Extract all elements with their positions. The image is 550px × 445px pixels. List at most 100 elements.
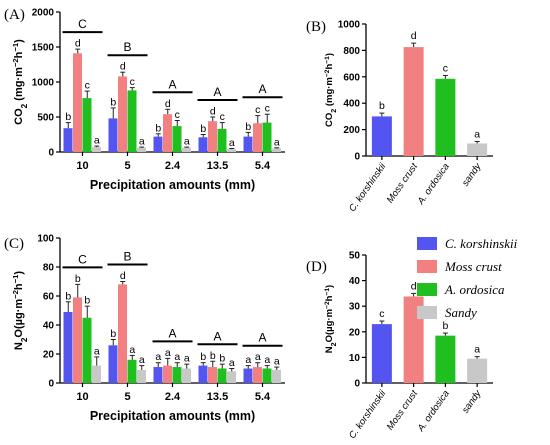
bar-moss-crust-10 (73, 53, 82, 152)
bar-a-ordosica-13-5 (217, 368, 227, 383)
significance-letter: a (165, 347, 171, 359)
significance-letter: c (175, 109, 180, 121)
x-tick-label: C. korshinskii (347, 161, 389, 214)
x-tick-label: 13.5 (207, 391, 228, 403)
significance-letter: a (129, 344, 135, 356)
x-tick-label: 13.5 (207, 160, 228, 172)
y-tick-label: 20 (43, 350, 55, 361)
y-tick-label: 100 (37, 234, 54, 245)
significance-letter: c (130, 76, 135, 88)
bar-moss-crust-13-5 (208, 121, 217, 152)
y-tick-label: 40 (43, 321, 55, 332)
significance-letter: c (379, 308, 384, 320)
legend-label: C. korshinskii (445, 236, 518, 251)
y-tick-label: 1000 (338, 20, 361, 31)
bar-moss-crust-2-4 (163, 114, 172, 152)
group-letter: A (168, 77, 176, 91)
bar-sandy (467, 358, 488, 383)
x-tick-label: 2.4 (165, 160, 181, 172)
y-tick-label: 20 (349, 327, 361, 338)
significance-letter: b (442, 320, 448, 332)
legend-label: Sandy (445, 305, 477, 320)
group-letter: B (123, 250, 131, 264)
bar-sandy-10 (92, 147, 101, 152)
significance-letter: d (120, 270, 126, 282)
significance-letter: a (229, 357, 235, 369)
bar-c-korshinskii (371, 324, 392, 383)
bar-a-ordosica-5 (127, 90, 137, 152)
panel-label: (C) (4, 236, 24, 252)
group-letter: A (258, 82, 266, 96)
significance-letter: a (255, 351, 261, 363)
significance-letter: b (110, 328, 116, 340)
legend-label: Moss crust (444, 259, 502, 274)
y-tick-label: 2000 (32, 8, 55, 19)
x-tick-label: 10 (76, 391, 88, 403)
significance-letter: b (110, 96, 116, 108)
bar-sandy-10 (92, 365, 101, 383)
bar-moss-crust-10 (73, 297, 82, 383)
significance-letter: a (264, 354, 270, 366)
significance-letter: a (474, 128, 480, 140)
x-tick-label: Moss crust (385, 388, 421, 432)
x-tick-label: 10 (76, 160, 88, 172)
bar-c-korshinskii-5 (108, 118, 118, 152)
legend-swatch-a-ordosica (417, 283, 437, 296)
y-tick-label: 1500 (32, 43, 55, 54)
significance-letter: a (274, 356, 280, 368)
significance-letter: b (210, 350, 216, 362)
y-tick-label: 1000 (32, 78, 55, 89)
y-axis-title: N2O(µg·m−2h−1) (324, 285, 339, 353)
bar-moss-crust-5-4 (253, 367, 262, 383)
significance-letter: a (139, 354, 145, 366)
significance-letter: d (75, 38, 81, 50)
x-tick-label: C. korshinskii (347, 388, 389, 441)
significance-letter: a (155, 351, 161, 363)
y-tick-label: 400 (343, 99, 360, 110)
bar-sandy-13-5 (227, 371, 236, 383)
significance-letter: d (165, 98, 171, 110)
significance-letter: a (474, 344, 480, 356)
bar-a-ordosica-2-4 (172, 126, 182, 152)
x-tick-label: A. ordosica (415, 161, 452, 207)
x-tick-label: 5.4 (255, 160, 271, 172)
significance-letter: c (265, 103, 270, 115)
significance-letter: b (200, 351, 206, 363)
y-tick-label: 800 (343, 46, 360, 57)
bar-a-ordosica-5 (127, 359, 137, 383)
bar-c-korshinskii-5-4 (243, 368, 253, 383)
significance-letter: a (184, 136, 190, 148)
bar-moss-crust-5 (118, 76, 127, 152)
bar-c-korshinskii-10 (63, 311, 73, 383)
y-tick-label: 600 (343, 72, 360, 83)
significance-letter: b (219, 353, 225, 365)
bar-moss-crust-13-5 (208, 367, 217, 383)
bar-c-korshinskii-2-4 (153, 136, 163, 152)
bar-sandy (467, 143, 488, 156)
x-tick-label: 5.4 (255, 391, 271, 403)
bar-sandy-13-5 (227, 149, 236, 152)
x-axis-title: Precipitation amounts (mm) (90, 178, 255, 192)
panel-label: (D) (306, 259, 327, 275)
significance-letter: d (411, 280, 417, 292)
panel-a: 050010001500200010bdcaC5bdcaB2.4bdcaA13.… (4, 7, 285, 192)
legend-swatch-sandy (417, 306, 437, 319)
bar-a-ordosica-2-4 (172, 367, 182, 383)
group-letter: A (213, 85, 221, 99)
y-axis-title: CO2 (mg·m−2h−1) (11, 39, 29, 125)
bar-sandy-5-4 (272, 369, 281, 383)
bar-moss-crust-5-4 (253, 123, 262, 152)
significance-letter: c (443, 62, 448, 74)
bar-a-ordosica-10 (82, 98, 92, 152)
significance-letter: b (84, 295, 90, 307)
bar-c-korshinskii-13-5 (198, 365, 208, 383)
y-tick-label: 30 (349, 302, 361, 313)
bar-sandy-5-4 (272, 148, 281, 152)
y-tick-label: 500 (37, 113, 54, 124)
legend-swatch-c-korshinskii (417, 237, 437, 250)
y-tick-label: 50 (349, 251, 361, 262)
significance-letter: a (139, 136, 145, 148)
significance-letter: a (94, 345, 100, 357)
